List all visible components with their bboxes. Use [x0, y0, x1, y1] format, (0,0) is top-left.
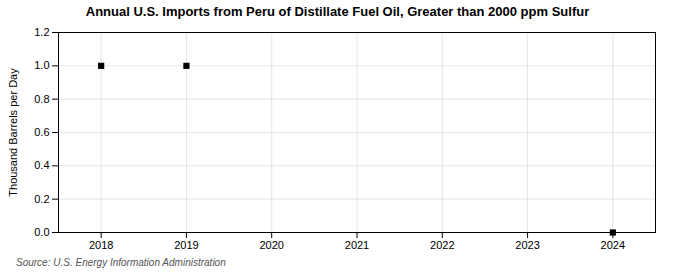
svg-text:0.0: 0.0 — [34, 226, 49, 238]
svg-text:2018: 2018 — [89, 239, 113, 251]
svg-text:0.8: 0.8 — [34, 93, 49, 105]
html-text:Source: U.S. Energy Informatio: Source: U.S. Energy Information Administ… — [16, 257, 226, 268]
svg-text:0.4: 0.4 — [34, 159, 49, 171]
svg-text:2019: 2019 — [174, 239, 198, 251]
svg-text:2020: 2020 — [259, 239, 283, 251]
svg-text:0.6: 0.6 — [34, 126, 49, 138]
svg-text:1.2: 1.2 — [34, 26, 49, 38]
svg-text:2022: 2022 — [430, 239, 454, 251]
svg-text:2023: 2023 — [515, 239, 539, 251]
svg-text:2021: 2021 — [345, 239, 369, 251]
svg-text:1.0: 1.0 — [34, 59, 49, 71]
svg-text:2024: 2024 — [601, 239, 625, 251]
svg-text:Thousand Barrels per Day: Thousand Barrels per Day — [7, 68, 19, 197]
html-text:Annual U.S. Imports from Peru: Annual U.S. Imports from Peru of Distill… — [85, 4, 590, 19]
svg-text:0.2: 0.2 — [34, 193, 49, 205]
